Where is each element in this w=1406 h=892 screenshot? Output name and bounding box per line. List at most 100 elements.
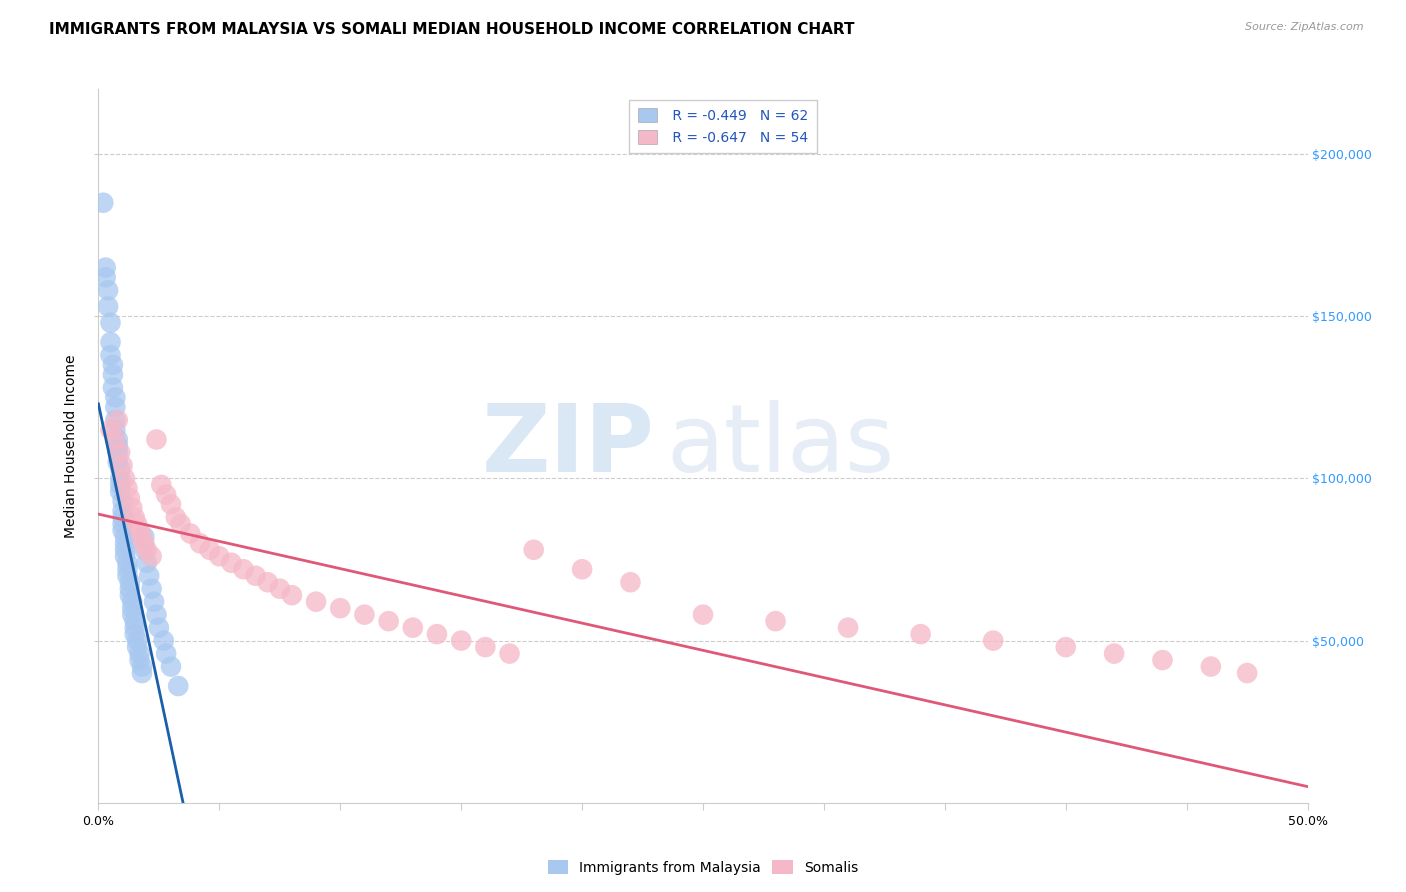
Point: [121, 500, 143, 515]
Point: [100, 316, 122, 330]
Point: [124, 510, 146, 524]
Text: Source: ZipAtlas.com: Source: ZipAtlas.com: [1246, 22, 1364, 32]
Point: [107, 433, 129, 447]
Point: [474, 640, 496, 654]
Point: [837, 621, 859, 635]
Point: [128, 524, 150, 538]
Point: [111, 458, 134, 473]
Point: [121, 595, 143, 609]
Point: [143, 595, 166, 609]
Point: [1152, 653, 1174, 667]
Point: [450, 633, 472, 648]
Point: [97, 300, 120, 314]
Point: [117, 562, 139, 576]
Point: [269, 582, 291, 596]
Point: [111, 494, 134, 508]
Point: [97, 283, 120, 297]
Point: [1236, 666, 1258, 681]
Point: [155, 488, 177, 502]
Point: [141, 582, 163, 596]
Point: [169, 516, 191, 531]
Text: ZIP: ZIP: [482, 400, 655, 492]
Point: [179, 526, 201, 541]
Point: [124, 627, 146, 641]
Point: [114, 536, 136, 550]
Point: [127, 640, 149, 654]
Point: [94, 270, 117, 285]
Point: [107, 445, 129, 459]
Point: [208, 549, 231, 564]
Point: [150, 478, 173, 492]
Point: [131, 530, 153, 544]
Point: [148, 621, 170, 635]
Point: [117, 556, 139, 570]
Point: [124, 614, 146, 628]
Point: [111, 516, 134, 531]
Point: [91, 195, 114, 210]
Point: [160, 497, 183, 511]
Text: atlas: atlas: [666, 400, 896, 492]
Point: [145, 433, 167, 447]
Point: [152, 633, 174, 648]
Point: [100, 348, 122, 362]
Point: [221, 556, 243, 570]
Point: [101, 358, 124, 372]
Point: [114, 542, 136, 557]
Point: [121, 601, 143, 615]
Point: [111, 524, 134, 538]
Point: [108, 471, 131, 485]
Point: [107, 455, 129, 469]
Point: [188, 536, 211, 550]
Point: [155, 647, 177, 661]
Legend: Immigrants from Malaysia, Somalis: Immigrants from Malaysia, Somalis: [541, 855, 865, 880]
Point: [101, 381, 124, 395]
Point: [111, 510, 134, 524]
Point: [523, 542, 546, 557]
Point: [135, 542, 157, 557]
Point: [104, 400, 127, 414]
Point: [127, 633, 149, 648]
Point: [104, 433, 127, 447]
Point: [108, 461, 131, 475]
Point: [402, 621, 425, 635]
Point: [108, 445, 131, 459]
Point: [281, 588, 304, 602]
Point: [101, 368, 124, 382]
Point: [1054, 640, 1077, 654]
Point: [107, 413, 129, 427]
Point: [121, 607, 143, 622]
Point: [128, 653, 150, 667]
Point: [100, 335, 122, 350]
Point: [108, 478, 131, 492]
Point: [114, 471, 136, 485]
Point: [329, 601, 352, 615]
Point: [127, 516, 149, 531]
Point: [692, 607, 714, 622]
Point: [305, 595, 328, 609]
Point: [198, 542, 221, 557]
Point: [232, 562, 254, 576]
Point: [117, 481, 139, 495]
Text: IMMIGRANTS FROM MALAYSIA VS SOMALI MEDIAN HOUSEHOLD INCOME CORRELATION CHART: IMMIGRANTS FROM MALAYSIA VS SOMALI MEDIA…: [49, 22, 855, 37]
Point: [619, 575, 641, 590]
Point: [94, 260, 117, 275]
Y-axis label: Median Household Income: Median Household Income: [65, 354, 79, 538]
Point: [100, 423, 122, 437]
Point: [128, 647, 150, 661]
Point: [765, 614, 787, 628]
Point: [145, 607, 167, 622]
Point: [107, 439, 129, 453]
Point: [118, 491, 141, 505]
Point: [104, 423, 127, 437]
Point: [1102, 647, 1125, 661]
Point: [111, 504, 134, 518]
Point: [104, 413, 127, 427]
Point: [108, 484, 131, 499]
Point: [118, 582, 141, 596]
Point: [498, 647, 520, 661]
Point: [104, 390, 127, 404]
Point: [134, 536, 156, 550]
Point: [160, 659, 183, 673]
Point: [256, 575, 278, 590]
Point: [353, 607, 375, 622]
